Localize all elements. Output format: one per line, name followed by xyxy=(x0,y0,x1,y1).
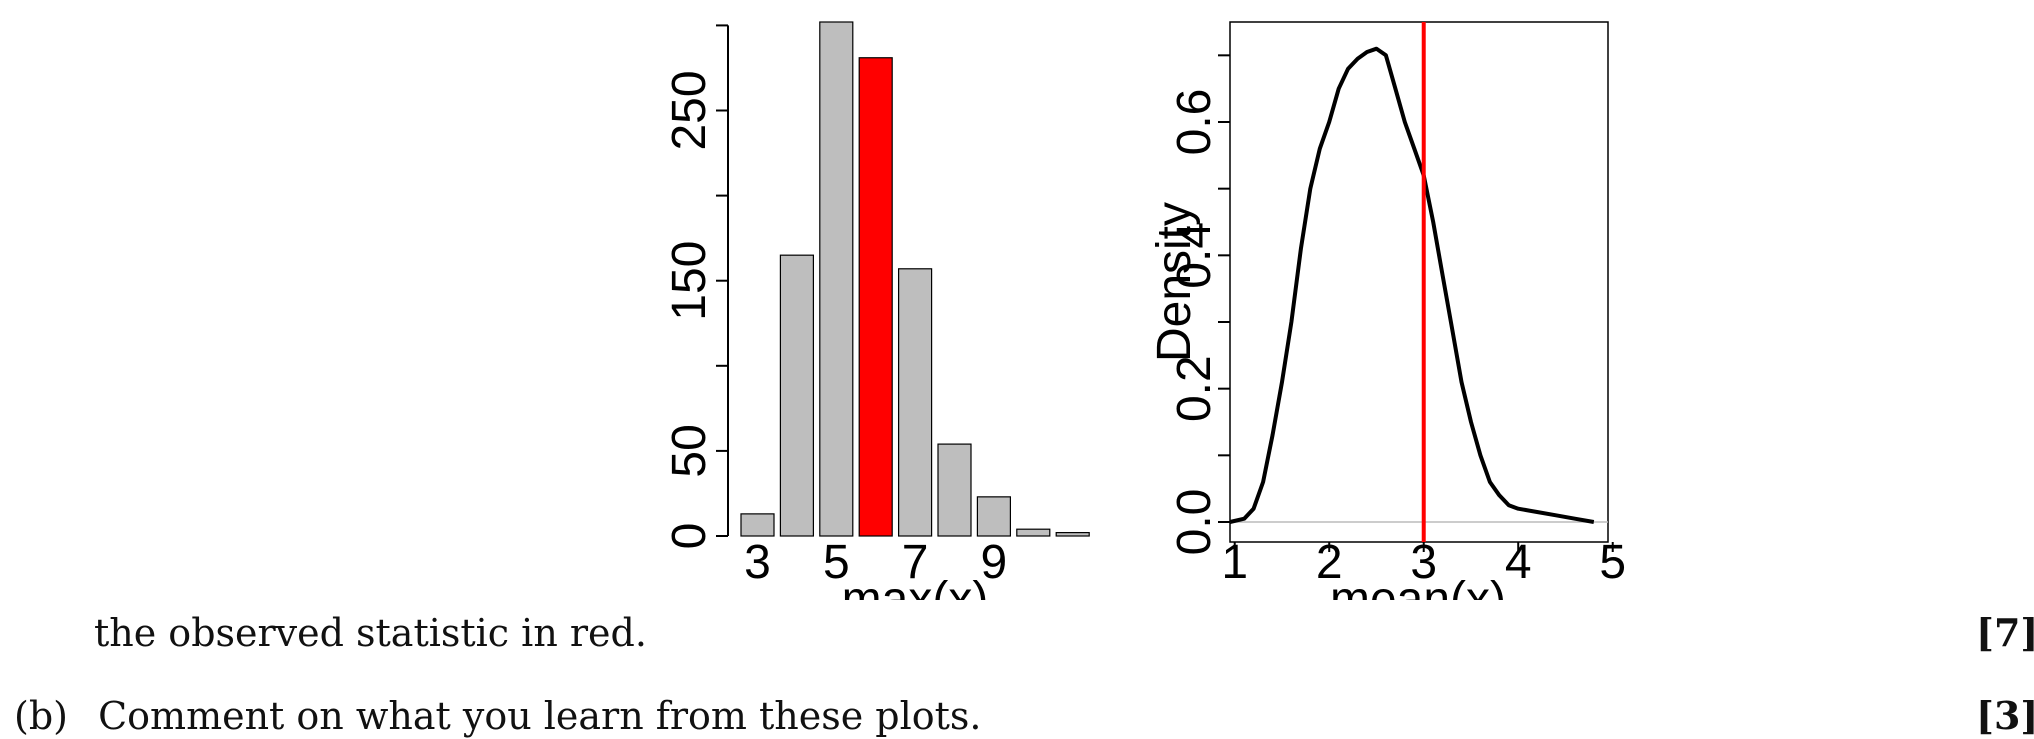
density-x-axis-label: mean(x) xyxy=(1330,573,1506,600)
bar-9 xyxy=(976,496,1012,537)
bar-3 xyxy=(740,513,775,537)
density-y-tick-label: 0.0 xyxy=(1168,489,1221,556)
density-x-tick-label: 3 xyxy=(1410,536,1437,589)
bars-group xyxy=(740,21,1090,537)
part-b-text: Comment on what you learn from these plo… xyxy=(98,694,982,738)
question-part-b: (b) Comment on what you learn from these… xyxy=(14,697,982,735)
part-b-label: (b) xyxy=(14,694,68,738)
caption-text: the observed statistic in red. xyxy=(94,611,647,655)
density-x-ticks: 1 2 3 4 5 xyxy=(1221,536,1626,589)
part-b-marks: [3] xyxy=(1976,693,2034,738)
bar-11 xyxy=(1055,531,1090,537)
bar-x-tick-label: 7 xyxy=(902,536,929,589)
bar-y-tick-label: 250 xyxy=(663,70,716,150)
bar-x-axis-label: max(x) xyxy=(842,573,989,600)
bar-7 xyxy=(897,268,933,537)
caption-line: the observed statistic in red. xyxy=(94,614,647,652)
density-x-tick-label: 1 xyxy=(1221,536,1248,589)
density-y-tick-label: 0.4 xyxy=(1168,222,1221,289)
bar-5 xyxy=(819,21,854,537)
bar-x-tick-label: 5 xyxy=(823,536,850,589)
density-curve xyxy=(1229,46,1595,524)
density-x-tick-label: 5 xyxy=(1599,536,1626,589)
density-x-tick-label: 4 xyxy=(1505,536,1532,589)
bar-8 xyxy=(937,443,972,537)
bar-x-tick-label: 3 xyxy=(744,536,771,589)
bar-x-tick-label: 9 xyxy=(981,536,1008,589)
density-y-axis-label: Density xyxy=(1148,202,1201,362)
bar-y-ticks: 0 50 150 250 xyxy=(663,24,728,550)
caption-marks: [7] xyxy=(1976,610,2034,655)
density-y-ticks: 0.0 0.2 0.4 0.6 xyxy=(1168,54,1230,556)
bar-6 xyxy=(858,57,893,537)
density-x-tick-label: 2 xyxy=(1316,536,1343,589)
bar-4 xyxy=(779,254,815,537)
bar-y-tick-label: 0 xyxy=(663,523,716,550)
density-y-tick-label: 0.2 xyxy=(1168,355,1221,422)
bar-y-tick-label: 50 xyxy=(663,424,716,477)
density-plot-mean: 0.0 0.2 0.4 0.6 1 2 3 4 5 Density mean(x) xyxy=(1148,21,1626,600)
bar-10 xyxy=(1016,528,1051,537)
density-plot-frame xyxy=(1229,21,1609,543)
density-y-tick-label: 0.6 xyxy=(1168,89,1221,156)
bar-y-tick-label: 150 xyxy=(663,241,716,321)
